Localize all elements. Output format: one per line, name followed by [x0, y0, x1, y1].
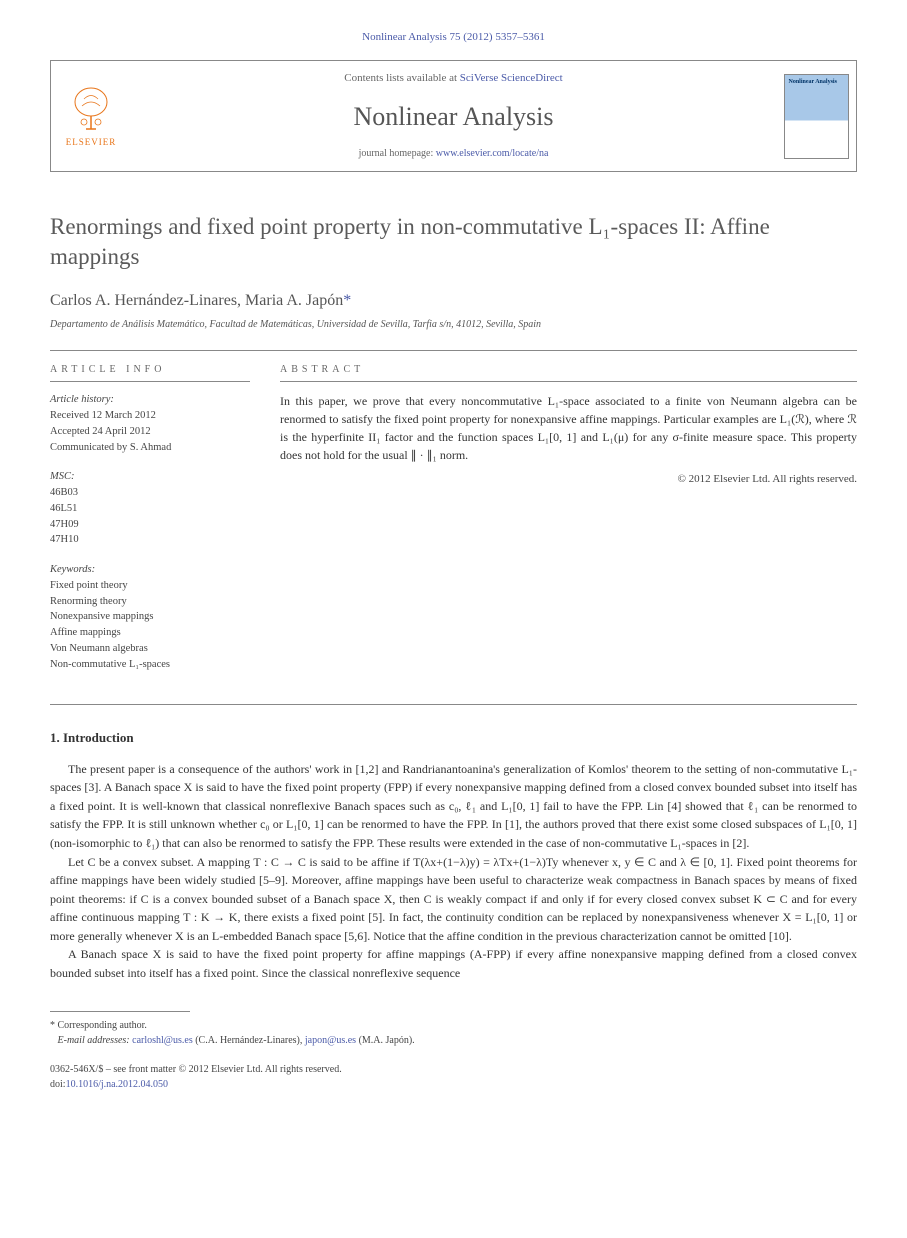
article-info-label: ARTICLE INFO	[50, 363, 250, 382]
publisher-logo: ELSEVIER	[51, 61, 131, 171]
elsevier-tree-icon	[66, 84, 116, 134]
email-name-1: (C.A. Hernández-Linares),	[193, 1035, 305, 1046]
bottom-info: 0362-546X/$ – see front matter © 2012 El…	[50, 1062, 857, 1092]
msc-block: MSC: 46B03 46L51 47H09 47H10	[50, 469, 250, 548]
corresponding-footnote: * Corresponding author.	[50, 1018, 857, 1033]
info-abstract-row: ARTICLE INFO Article history: Received 1…	[50, 363, 857, 686]
intro-para-1: The present paper is a consequence of th…	[50, 760, 857, 853]
article-title: Renormings and fixed point property in n…	[50, 212, 857, 272]
corr-text: Corresponding author.	[58, 1020, 147, 1031]
author-1: Carlos A. Hernández-Linares	[50, 292, 237, 309]
contents-prefix: Contents lists available at	[344, 72, 459, 84]
homepage-line: journal homepage: www.elsevier.com/locat…	[141, 147, 766, 161]
history-accepted: Accepted 24 April 2012	[50, 424, 250, 440]
article-history: Article history: Received 12 March 2012 …	[50, 392, 250, 455]
article-info-column: ARTICLE INFO Article history: Received 1…	[50, 363, 250, 686]
keyword: Renorming theory	[50, 594, 250, 610]
msc-label: MSC:	[50, 469, 250, 485]
email-link-2[interactable]: japon@us.es	[305, 1035, 356, 1046]
keyword: Affine mappings	[50, 625, 250, 641]
msc-code: 46B03	[50, 485, 250, 501]
abstract-copyright: © 2012 Elsevier Ltd. All rights reserved…	[280, 472, 857, 487]
journal-name: Nonlinear Analysis	[141, 99, 766, 135]
journal-header-box: ELSEVIER Contents lists available at Sci…	[50, 60, 857, 172]
footnote-separator	[50, 1011, 190, 1012]
affiliation: Departamento de Análisis Matemático, Fac…	[50, 318, 857, 332]
contents-line: Contents lists available at SciVerse Sci…	[141, 71, 766, 86]
email-label: E-mail addresses:	[58, 1035, 133, 1046]
journal-reference: Nonlinear Analysis 75 (2012) 5357–5361	[50, 30, 857, 45]
keyword: Non-commutative L₁-spaces	[50, 657, 250, 673]
keyword: Fixed point theory	[50, 578, 250, 594]
sciencedirect-link[interactable]: SciVerse ScienceDirect	[460, 72, 563, 84]
email-link-1[interactable]: carloshl@us.es	[132, 1035, 193, 1046]
keywords-label: Keywords:	[50, 562, 250, 578]
msc-code: 47H10	[50, 532, 250, 548]
msc-code: 46L51	[50, 501, 250, 517]
publisher-name: ELSEVIER	[66, 136, 117, 149]
keyword: Von Neumann algebras	[50, 641, 250, 657]
keywords-block: Keywords: Fixed point theory Renorming t…	[50, 562, 250, 672]
keyword: Nonexpansive mappings	[50, 609, 250, 625]
header-center: Contents lists available at SciVerse Sci…	[131, 61, 776, 171]
intro-para-2: Let C be a convex subset. A mapping T : …	[50, 853, 857, 946]
intro-para-3: A Banach space X is said to have the fix…	[50, 945, 857, 982]
homepage-prefix: journal homepage:	[359, 148, 436, 159]
author-2: Maria A. Japón	[245, 292, 343, 309]
history-label: Article history:	[50, 392, 250, 408]
corr-mark-icon: *	[50, 1020, 58, 1031]
rule-bottom	[50, 704, 857, 705]
email-footnote: E-mail addresses: carloshl@us.es (C.A. H…	[50, 1033, 857, 1048]
journal-cover-thumbnail: Nonlinear Analysis	[776, 61, 856, 171]
msc-code: 47H09	[50, 517, 250, 533]
rule-top	[50, 350, 857, 351]
cover-title: Nonlinear Analysis	[789, 79, 844, 86]
email-name-2: (M.A. Japón).	[356, 1035, 415, 1046]
history-received: Received 12 March 2012	[50, 408, 250, 424]
author-sep: ,	[237, 292, 245, 309]
issn-line: 0362-546X/$ – see front matter © 2012 El…	[50, 1062, 857, 1077]
authors: Carlos A. Hernández-Linares, Maria A. Ja…	[50, 290, 857, 312]
corresponding-mark[interactable]: *	[343, 292, 351, 309]
doi-link[interactable]: 10.1016/j.na.2012.04.050	[66, 1079, 169, 1090]
abstract-text: In this paper, we prove that every nonco…	[280, 392, 857, 464]
abstract-label: ABSTRACT	[280, 363, 857, 382]
homepage-link[interactable]: www.elsevier.com/locate/na	[436, 148, 549, 159]
section-1-heading: 1. Introduction	[50, 729, 857, 747]
abstract-column: ABSTRACT In this paper, we prove that ev…	[280, 363, 857, 686]
history-communicated: Communicated by S. Ahmad	[50, 440, 250, 456]
doi-label: doi:	[50, 1079, 66, 1090]
